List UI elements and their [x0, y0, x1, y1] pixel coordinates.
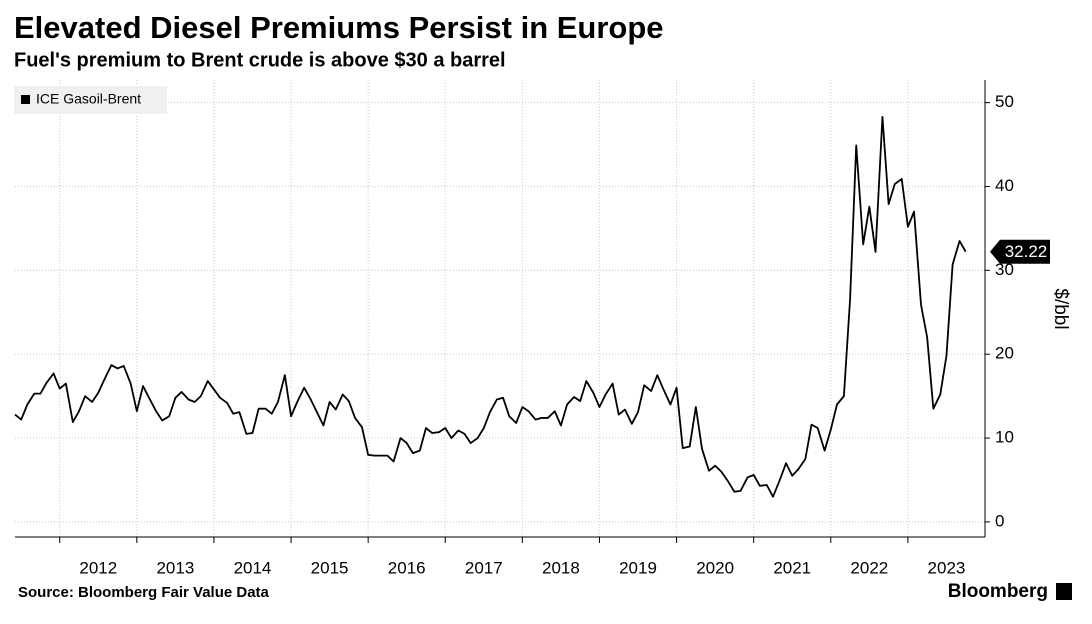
x-tick-label: 2022 — [850, 558, 888, 577]
x-tick-label: 2013 — [156, 558, 194, 577]
x-tick-label: 2014 — [234, 558, 272, 577]
x-tick-label: 2016 — [388, 558, 426, 577]
y-tick-label: 20 — [995, 344, 1014, 363]
legend-label: ICE Gasoil-Brent — [36, 91, 141, 107]
x-tick-label: 2017 — [465, 558, 503, 577]
legend-box — [14, 86, 167, 114]
y-tick-label: 40 — [995, 176, 1014, 195]
brand-icon — [1056, 583, 1072, 600]
x-tick-label: 2021 — [773, 558, 811, 577]
legend-swatch — [21, 95, 30, 104]
y-tick-label: 30 — [995, 260, 1014, 279]
chart-subtitle: Fuel's premium to Brent crude is above $… — [14, 49, 506, 71]
brand-logo: Bloomberg — [948, 581, 1048, 602]
x-tick-label: 2020 — [696, 558, 734, 577]
last-value-tag — [990, 239, 1050, 264]
x-tick-label: 2015 — [311, 558, 349, 577]
y-tick-label: 50 — [995, 92, 1014, 111]
x-tick-label: 2012 — [79, 558, 117, 577]
chart-title: Elevated Diesel Premiums Persist in Euro… — [14, 10, 664, 45]
x-tick-label: 2019 — [619, 558, 657, 577]
data-line — [14, 116, 967, 498]
last-value-label: 32.22 — [1005, 242, 1048, 261]
source-note: Source: Bloomberg Fair Value Data — [18, 584, 270, 601]
x-tick-label: 2018 — [542, 558, 580, 577]
x-tick-label: 2023 — [928, 558, 966, 577]
y-axis-label: $/bbl — [1050, 288, 1071, 329]
y-tick-label: 0 — [995, 511, 1004, 530]
y-tick-label: 10 — [995, 428, 1014, 447]
